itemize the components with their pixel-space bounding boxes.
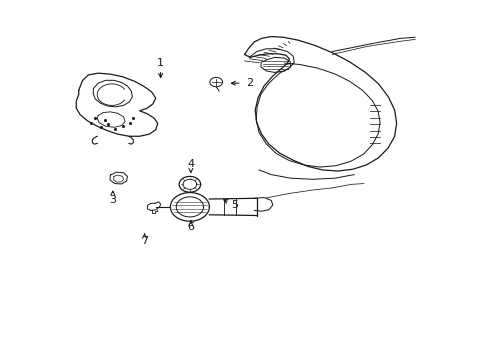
- Text: 6: 6: [187, 222, 194, 231]
- Text: 2: 2: [245, 78, 252, 88]
- Text: 7: 7: [141, 236, 148, 246]
- Text: 4: 4: [187, 159, 194, 169]
- Text: 5: 5: [231, 200, 238, 210]
- Text: 1: 1: [157, 58, 164, 68]
- Text: 3: 3: [109, 195, 116, 205]
